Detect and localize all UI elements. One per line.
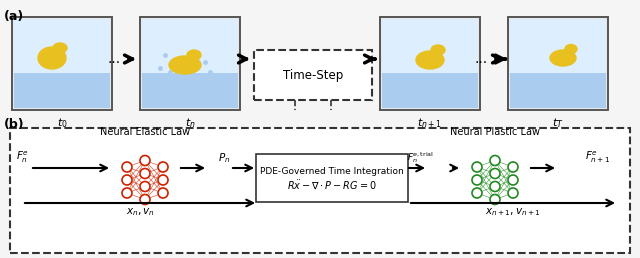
Text: Time-Step: Time-Step xyxy=(283,69,343,82)
Text: $P_n$: $P_n$ xyxy=(218,151,230,165)
FancyBboxPatch shape xyxy=(142,19,238,73)
Circle shape xyxy=(472,188,482,198)
Circle shape xyxy=(140,195,150,205)
Text: ...: ... xyxy=(108,52,120,66)
Ellipse shape xyxy=(550,50,576,66)
Ellipse shape xyxy=(565,44,577,53)
Text: $F_n^{e,\mathrm{trial}}$: $F_n^{e,\mathrm{trial}}$ xyxy=(406,150,433,165)
Text: $F_n^e$: $F_n^e$ xyxy=(15,150,28,165)
Circle shape xyxy=(140,156,150,165)
Text: (a): (a) xyxy=(4,10,24,23)
Text: $x_n, v_n$: $x_n, v_n$ xyxy=(125,206,154,218)
FancyBboxPatch shape xyxy=(14,19,110,73)
FancyBboxPatch shape xyxy=(510,73,606,108)
Circle shape xyxy=(140,168,150,179)
Text: PDE-Governed Time Integration: PDE-Governed Time Integration xyxy=(260,166,404,175)
Circle shape xyxy=(158,175,168,185)
Text: $t_T$: $t_T$ xyxy=(552,116,564,130)
FancyBboxPatch shape xyxy=(140,17,240,110)
Circle shape xyxy=(122,188,132,198)
Circle shape xyxy=(158,188,168,198)
FancyBboxPatch shape xyxy=(510,19,606,73)
Circle shape xyxy=(158,162,168,172)
Text: ...: ... xyxy=(474,52,488,66)
Circle shape xyxy=(508,175,518,185)
Ellipse shape xyxy=(169,56,201,74)
Circle shape xyxy=(472,162,482,172)
FancyBboxPatch shape xyxy=(142,73,238,108)
FancyBboxPatch shape xyxy=(382,19,478,73)
Text: $R\ddot{x} - \nabla \cdot P - RG = 0$: $R\ddot{x} - \nabla \cdot P - RG = 0$ xyxy=(287,179,377,191)
FancyBboxPatch shape xyxy=(14,73,110,108)
FancyBboxPatch shape xyxy=(10,128,630,253)
Ellipse shape xyxy=(187,50,201,60)
FancyBboxPatch shape xyxy=(382,73,478,108)
Circle shape xyxy=(490,156,500,165)
Text: $t_0$: $t_0$ xyxy=(56,116,67,130)
Ellipse shape xyxy=(431,45,445,55)
FancyBboxPatch shape xyxy=(380,17,480,110)
Text: $F_{n+1}^e$: $F_{n+1}^e$ xyxy=(585,150,611,165)
Ellipse shape xyxy=(38,47,66,69)
FancyBboxPatch shape xyxy=(12,17,112,110)
Circle shape xyxy=(490,195,500,205)
Circle shape xyxy=(122,162,132,172)
Circle shape xyxy=(140,181,150,191)
Circle shape xyxy=(122,175,132,185)
FancyBboxPatch shape xyxy=(254,50,372,100)
Circle shape xyxy=(472,175,482,185)
Text: $t_n$: $t_n$ xyxy=(184,116,195,130)
Text: (b): (b) xyxy=(4,118,24,131)
Ellipse shape xyxy=(53,43,67,53)
Text: $x_{n+1}, v_{n+1}$: $x_{n+1}, v_{n+1}$ xyxy=(485,206,541,218)
Text: $t_{n+1}$: $t_{n+1}$ xyxy=(417,116,442,130)
Ellipse shape xyxy=(416,51,444,69)
Text: Neural Plastic Law: Neural Plastic Law xyxy=(450,127,540,137)
Circle shape xyxy=(490,181,500,191)
FancyBboxPatch shape xyxy=(508,17,608,110)
Text: Neural Elastic Law: Neural Elastic Law xyxy=(100,127,190,137)
Circle shape xyxy=(508,188,518,198)
Circle shape xyxy=(490,168,500,179)
FancyBboxPatch shape xyxy=(256,154,408,202)
Circle shape xyxy=(508,162,518,172)
